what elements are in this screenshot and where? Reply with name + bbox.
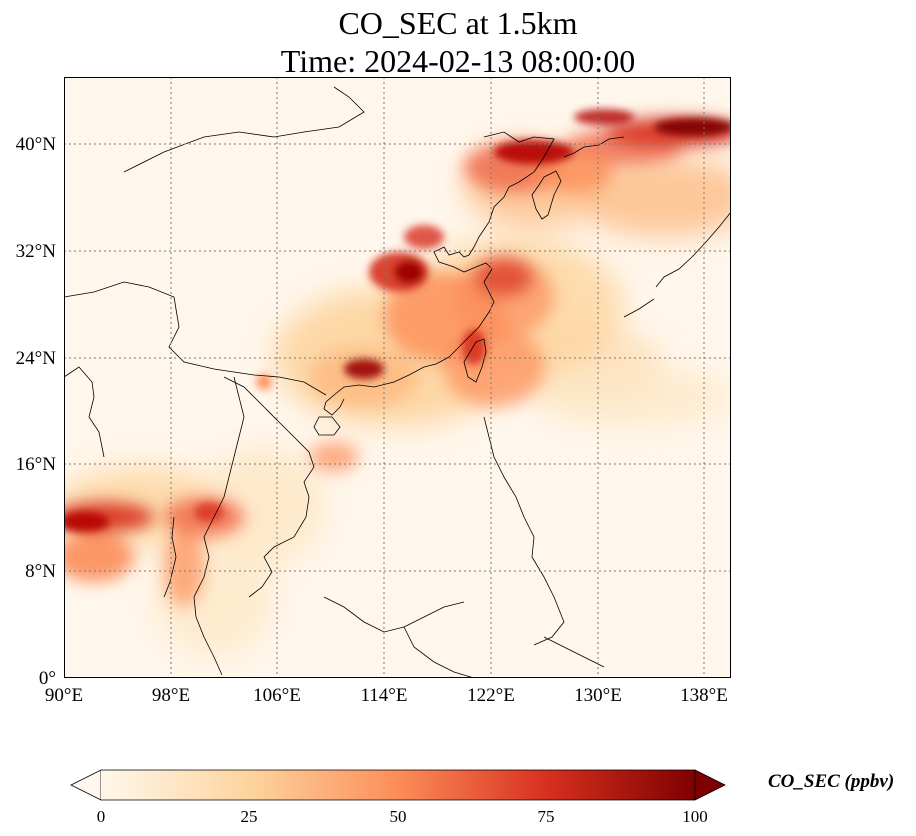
map-canvas (64, 77, 731, 678)
y-tick-8n: 8°N (25, 561, 56, 582)
map-title-line2: Time: 2024-02-13 08:00:00 (280, 43, 636, 79)
graticule (64, 77, 731, 678)
y-tick-40n: 40°N (15, 134, 56, 155)
colorbar-tick-25: 25 (240, 807, 258, 826)
y-tick-0: 0° (38, 668, 56, 689)
map-title-line1: CO_SEC at 1.5km (338, 5, 578, 41)
y-tick-24n: 24°N (15, 348, 56, 369)
coastlines (64, 86, 731, 678)
x-tick-114e: 114°E (360, 685, 408, 706)
y-tick-32n: 32°N (15, 241, 56, 262)
x-tick-106e: 106°E (253, 685, 301, 706)
map-frame (64, 77, 731, 678)
colorbar (70, 769, 726, 801)
colorbar-tick-50: 50 (389, 807, 407, 826)
map-panel (64, 77, 731, 678)
x-tick-130e: 130°E (574, 685, 622, 706)
concentration-field (64, 109, 731, 657)
colorbar-min-extend (70, 769, 102, 801)
x-tick-98e: 98°E (151, 685, 191, 706)
x-tick-122e: 122°E (467, 685, 515, 706)
colorbar-gradient (101, 770, 695, 800)
colorbar-tick-0: 0 (96, 807, 106, 826)
colorbar-label: CO_SEC (ppbv) (768, 771, 895, 792)
x-tick-138e: 138°E (680, 685, 728, 706)
y-tick-16n: 16°N (15, 454, 56, 475)
colorbar-tick-75: 75 (537, 807, 555, 826)
colorbar-tick-100: 100 (682, 807, 708, 826)
colorbar-max-extend (694, 769, 726, 801)
x-tick-90e: 90°E (44, 685, 84, 706)
